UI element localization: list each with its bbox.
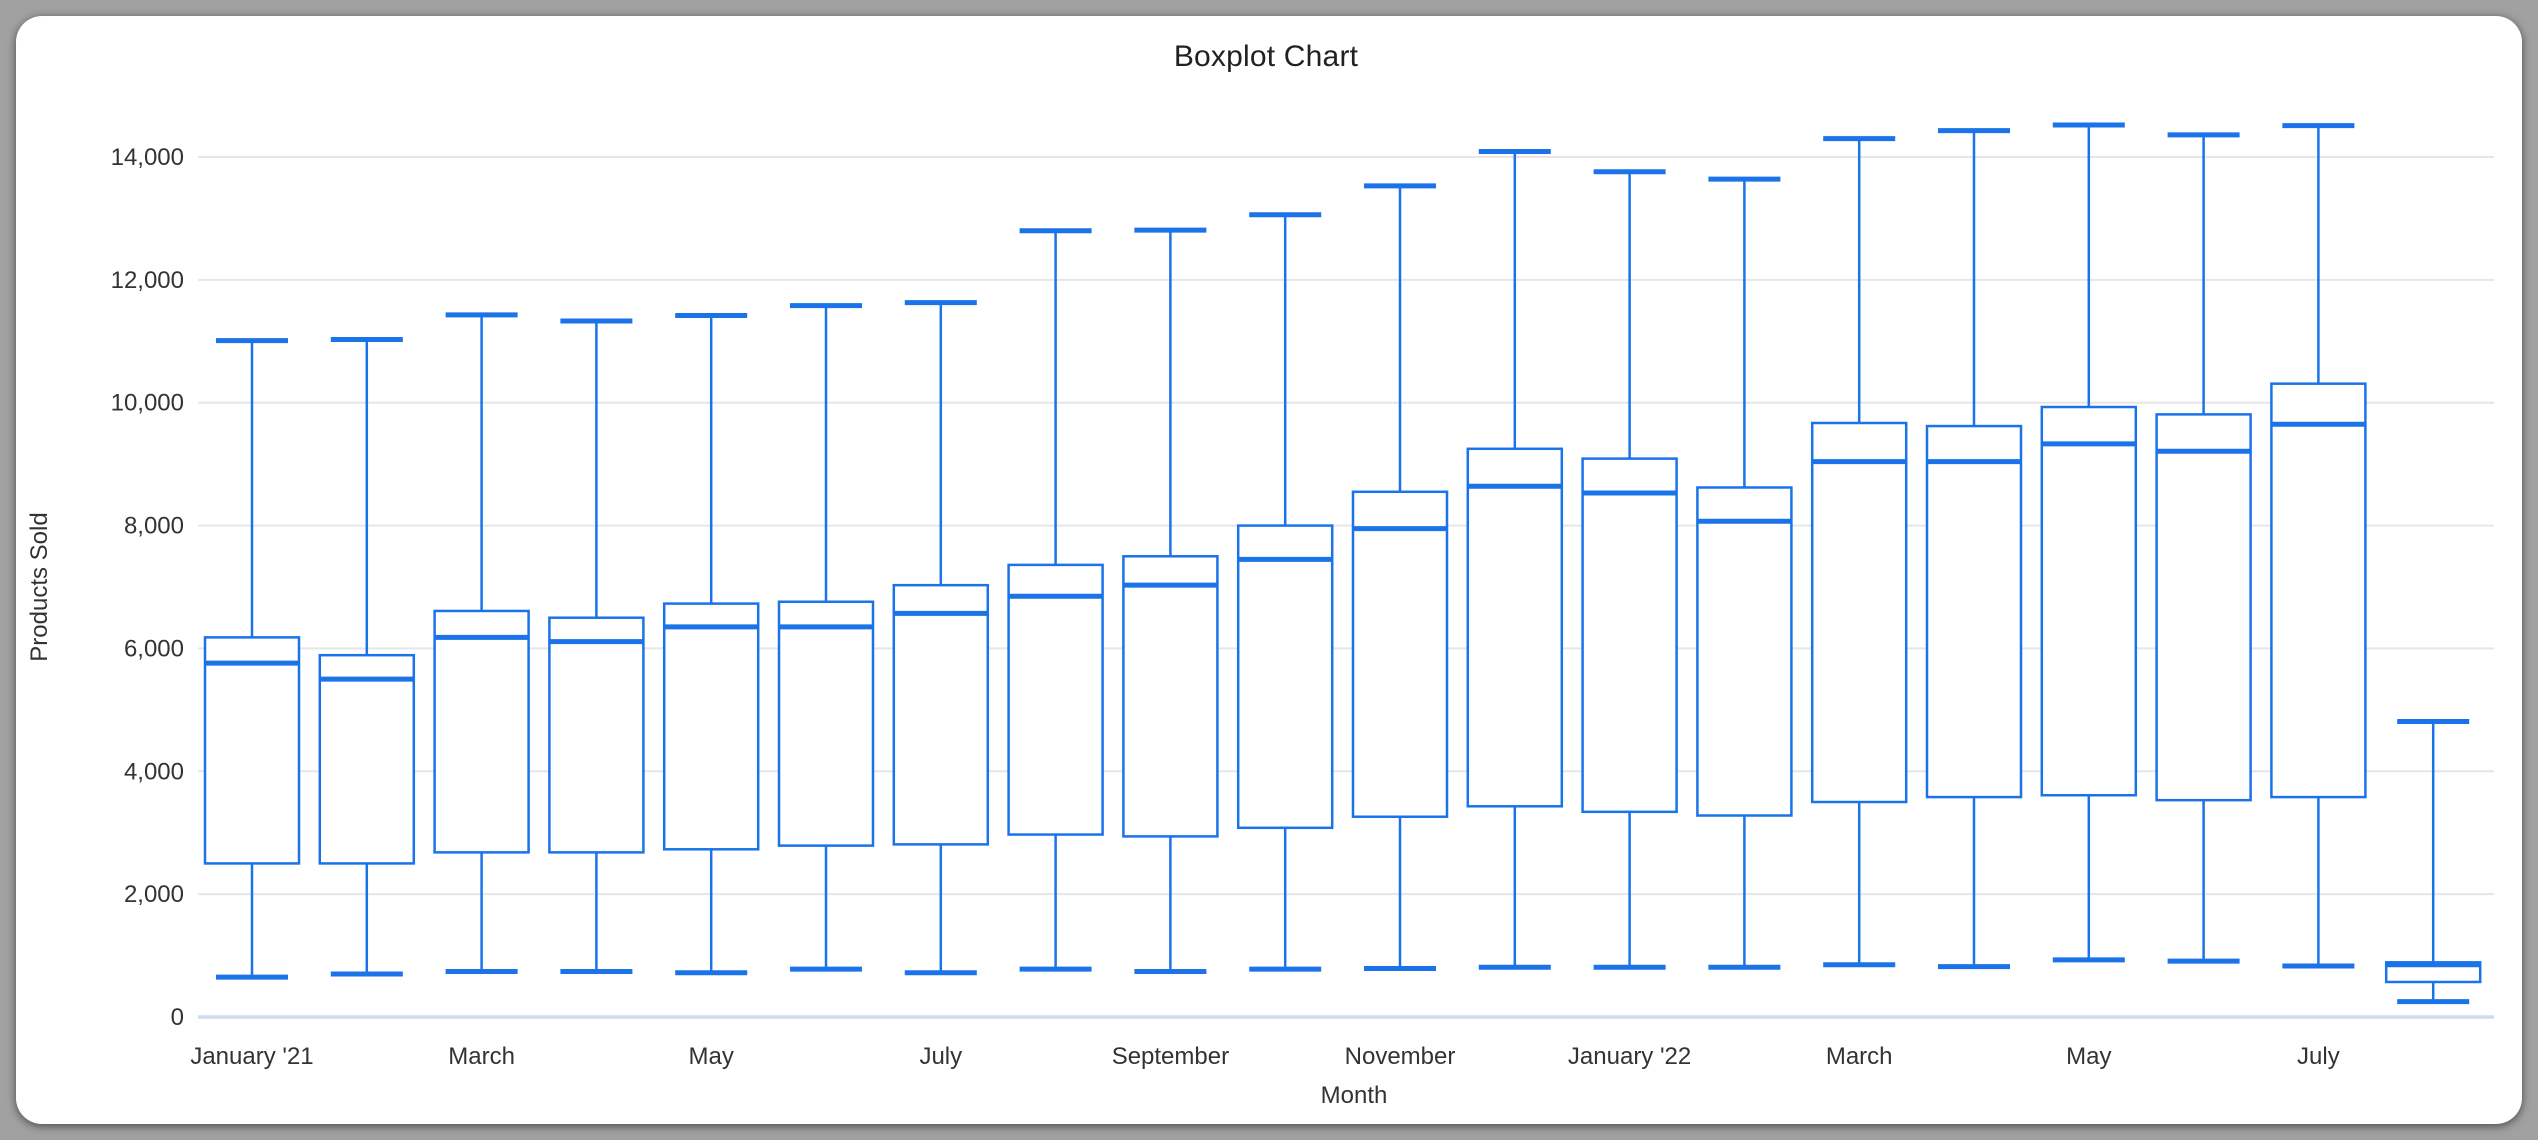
x-tick-label: January '21	[190, 1043, 313, 1070]
box-iqr[interactable]	[1581, 457, 1678, 814]
box-iqr[interactable]	[1236, 524, 1334, 830]
boxplot-october-21[interactable]	[1236, 212, 1334, 972]
x-tick-label: May	[2066, 1043, 2111, 1070]
box-iqr[interactable]	[777, 600, 875, 847]
box-iqr[interactable]	[2155, 413, 2252, 802]
boxplot-january-21[interactable]	[203, 338, 301, 980]
boxplot-june-21[interactable]	[777, 303, 875, 972]
x-tick-label: January '22	[1568, 1043, 1691, 1070]
box-iqr[interactable]	[1810, 421, 1908, 804]
boxplot-december-21[interactable]	[1466, 148, 1564, 970]
boxplot-september-21[interactable]	[1122, 227, 1219, 975]
box-iqr[interactable]	[433, 609, 530, 854]
x-tick-label: July	[2297, 1043, 2340, 1070]
boxplot-march-21[interactable]	[433, 312, 530, 975]
x-tick-label: September	[1112, 1043, 1229, 1070]
box-iqr[interactable]	[1696, 486, 1793, 817]
y-tick-label: 12,000	[111, 267, 184, 294]
boxplot-august-22[interactable]	[2384, 719, 2482, 1005]
x-tick-label: March	[448, 1043, 515, 1070]
boxplot-february-21[interactable]	[318, 336, 416, 977]
y-tick-label: 10,000	[111, 390, 184, 417]
box-iqr[interactable]	[1466, 447, 1564, 808]
y-tick-label: 2,000	[124, 881, 184, 908]
boxplot-march-22[interactable]	[1810, 136, 1908, 968]
y-tick-label: 8,000	[124, 513, 184, 540]
boxplot-june-22[interactable]	[2155, 132, 2252, 964]
boxplot-svg[interactable]: 0 2,000 4,000 6,000 8,000 10,000 12,000 14,000 J…	[16, 16, 2522, 1124]
boxplot-february-22[interactable]	[1696, 176, 1793, 970]
chart-title-text: Boxplot Chart	[1173, 40, 1359, 73]
x-axis-title-text: Month	[1320, 1082, 1388, 1109]
y-tick-label: 6,000	[124, 635, 184, 662]
box-iqr[interactable]	[892, 583, 990, 846]
boxplot-april-21[interactable]	[548, 318, 645, 975]
box-iqr[interactable]	[662, 602, 760, 851]
box-iqr[interactable]	[548, 616, 645, 854]
x-tick-label: May	[689, 1043, 734, 1070]
box-iqr[interactable]	[2270, 382, 2367, 799]
boxplot-july-22[interactable]	[2270, 123, 2367, 969]
boxplot-january-22[interactable]	[1581, 169, 1678, 970]
boxplot-may-21[interactable]	[662, 312, 760, 976]
box-iqr[interactable]	[203, 636, 301, 865]
box-iqr[interactable]	[1122, 555, 1219, 838]
boxplot-april-22[interactable]	[1925, 128, 2023, 970]
boxplot-august-21[interactable]	[1007, 228, 1104, 972]
x-tick-label: July	[919, 1043, 962, 1070]
box-iqr[interactable]	[318, 653, 416, 865]
boxplot-may-22[interactable]	[2040, 122, 2138, 963]
box-iqr[interactable]	[1007, 563, 1104, 836]
x-tick-label: November	[1345, 1043, 1456, 1070]
y-tick-label: 0	[171, 1004, 184, 1031]
boxplot-chart-area[interactable]: 0 2,000 4,000 6,000 8,000 10,000 12,000 14,000 J…	[16, 16, 2522, 1124]
chart-card: Boxplot Chart Products Sold 0 2,000 4,000 6…	[16, 16, 2522, 1124]
box-iqr[interactable]	[1351, 490, 1449, 818]
y-tick-label: 4,000	[124, 758, 184, 785]
box-iqr[interactable]	[2040, 405, 2138, 797]
x-axis-title: Month	[16, 1082, 2538, 1110]
chart-title: Boxplot Chart	[16, 40, 2522, 74]
boxplot-november-21[interactable]	[1351, 183, 1449, 971]
y-tick-label: 14,000	[111, 144, 184, 171]
x-tick-label: March	[1826, 1043, 1893, 1070]
box-iqr[interactable]	[1925, 424, 2023, 799]
boxplot-july-21[interactable]	[892, 300, 990, 976]
